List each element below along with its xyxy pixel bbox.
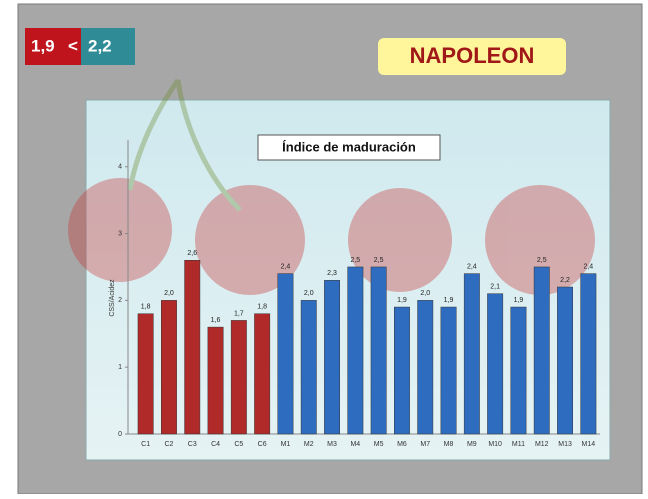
bar [277, 273, 294, 435]
value-label: 1,9 [514, 297, 524, 304]
badge-sign: < [68, 36, 78, 55]
chart-title-bg [257, 134, 441, 161]
y-tick-label: 1 [118, 364, 122, 371]
y-tick-label: 3 [118, 230, 122, 237]
bar [487, 293, 504, 435]
bar [557, 286, 573, 435]
x-tick-label: M12 [535, 441, 549, 448]
bar [347, 266, 364, 435]
badge-left: 1,9 [31, 36, 55, 55]
value-label: 2,5 [374, 257, 384, 264]
value-label: 2,4 [583, 263, 593, 270]
x-tick-label: M8 [444, 441, 454, 448]
x-tick-label: C2 [164, 441, 173, 448]
cherry-decoration [68, 78, 595, 295]
x-tick-label: C1 [141, 441, 150, 448]
bar [417, 300, 434, 435]
value-label: 2,4 [467, 263, 477, 270]
x-tick-label: M7 [420, 441, 430, 448]
bar [161, 300, 177, 435]
value-label: 2,0 [164, 290, 174, 297]
bar [580, 273, 597, 435]
x-tick-label: M2 [304, 441, 314, 448]
value-label: 1,7 [234, 310, 244, 317]
value-label: 1,9 [397, 297, 407, 304]
x-tick-label: M9 [467, 441, 477, 448]
value-label: 2,0 [420, 290, 430, 297]
y-axis-label: CSS/Acidez [109, 279, 116, 317]
heading: NAPOLEON [410, 43, 535, 68]
value-label: 2,3 [327, 270, 337, 277]
bar [207, 326, 224, 435]
badge-right-bg [81, 28, 135, 65]
bar [510, 306, 527, 435]
value-label: 2,2 [560, 277, 570, 284]
x-tick-label: M4 [350, 441, 360, 448]
bar [324, 280, 340, 435]
y-tick-label: 4 [118, 164, 122, 171]
value-label: 2,0 [304, 290, 314, 297]
badge-right: 2,2 [88, 36, 112, 55]
x-tick-label: M10 [488, 441, 502, 448]
value-label: 2,1 [490, 284, 500, 291]
bar [300, 300, 317, 435]
value-label: 2,5 [350, 257, 360, 264]
x-tick-label: C6 [258, 441, 267, 448]
y-tick-label: 0 [118, 431, 122, 438]
bar [533, 266, 550, 435]
value-label: 1,8 [257, 304, 267, 311]
x-tick-label: M6 [397, 441, 407, 448]
bar [230, 320, 247, 435]
bar [184, 260, 201, 435]
heading-bg [378, 38, 566, 75]
badge-left-bg [25, 28, 81, 65]
x-tick-label: C5 [234, 441, 243, 448]
x-tick-label: C3 [188, 441, 197, 448]
value-label: 1,6 [211, 317, 221, 324]
bar [440, 306, 457, 435]
x-tick-label: C4 [211, 441, 220, 448]
value-label: 2,6 [187, 250, 197, 257]
x-tick-label: M3 [327, 441, 337, 448]
value-label: 1,9 [444, 297, 454, 304]
x-tick-label: M14 [582, 441, 596, 448]
bar [254, 313, 271, 435]
x-tick-label: M11 [512, 441, 525, 448]
value-label: 2,4 [281, 263, 291, 270]
value-label: 1,8 [141, 304, 151, 311]
x-tick-label: M5 [374, 441, 384, 448]
x-tick-label: M1 [281, 441, 291, 448]
chart-title: Índice de maduración [282, 139, 416, 154]
value-label: 2,5 [537, 257, 547, 264]
bar [137, 313, 154, 435]
bar [370, 266, 387, 435]
x-tick-label: M13 [558, 441, 572, 448]
bar [463, 273, 480, 435]
bar [394, 306, 410, 435]
y-tick-label: 2 [118, 297, 122, 304]
